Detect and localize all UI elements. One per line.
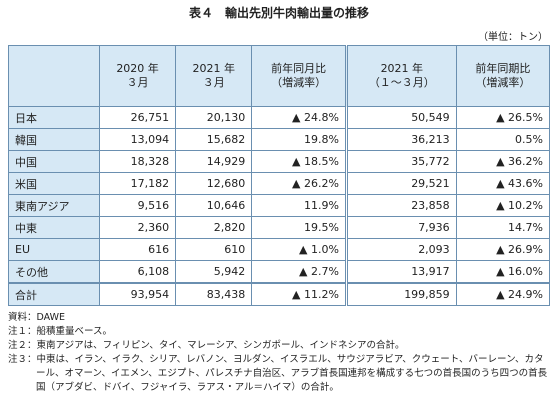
cell: 50,549 xyxy=(345,106,457,129)
cell: 20,130 xyxy=(175,106,253,129)
cell: 10,646 xyxy=(175,194,253,217)
unit: （単位：トン） xyxy=(478,32,548,43)
row-label: 合計 xyxy=(8,282,100,306)
cell: 2,820 xyxy=(175,216,253,239)
cell: 12,680 xyxy=(175,172,253,195)
table-row: 日本 26,751 20,130 ▲ 24.8% 50,549 ▲ 26.5% xyxy=(8,106,551,129)
cell: ▲ 2.7% xyxy=(251,260,348,284)
cell: 14.7% xyxy=(455,216,551,239)
cell: ▲ 26.5% xyxy=(455,106,551,129)
row-label: その他 xyxy=(8,260,100,284)
cell: 13,917 xyxy=(345,260,457,284)
column-header: 前年同月比 （増減率） xyxy=(251,45,348,107)
cell: 0.5% xyxy=(455,128,551,151)
row-label: 韓国 xyxy=(8,128,100,151)
row-label: 日本 xyxy=(8,106,100,129)
cell: ▲ 24.9% xyxy=(455,282,551,306)
table-row: EU 616 610 ▲ 1.0% 2,093 ▲ 26.9% xyxy=(8,238,551,261)
cell: ▲ 43.6% xyxy=(455,172,551,195)
table-row: 中東 2,360 2,820 19.5% 7,936 14.7% xyxy=(8,216,551,239)
row-label: 米国 xyxy=(8,172,100,195)
cell: 13,094 xyxy=(98,128,177,151)
table-row: 中国 18,328 14,929 ▲ 18.5% 35,772 ▲ 36.2% xyxy=(8,150,551,173)
notes: 資料：DAWE 注１：船積重量ベース。注２：東南アジアは、フィリピン、タイ、マレー… xyxy=(8,311,553,395)
row-label: 東南アジア xyxy=(8,194,100,217)
table-row: 米国 17,182 12,680 ▲ 26.2% 29,521 ▲ 43.6% xyxy=(8,172,551,195)
note: 注３：中東は、イラン、イラク、シリア、レバノン、ヨルダン、イスラエル、サウジアラ… xyxy=(8,354,548,393)
cell: ▲ 26.9% xyxy=(455,238,551,261)
row-label: EU xyxy=(8,238,100,261)
header-row: 2020 年 ３月 2021 年 ３月 前年同月比 （増減率） 2021 年 （１～３… xyxy=(8,45,551,107)
table-row: 合計 93,954 83,438 ▲ 11.2% 199,859 ▲ 24.9% xyxy=(8,282,551,306)
cell: ▲ 24.8% xyxy=(251,106,348,129)
cell: 610 xyxy=(175,238,253,261)
cell: 29,521 xyxy=(345,172,457,195)
cell: 2,093 xyxy=(345,238,457,261)
cell: 5,942 xyxy=(175,260,253,284)
cell: 93,954 xyxy=(98,282,177,306)
cell: 199,859 xyxy=(345,282,457,306)
table-row: 韓国 13,094 15,682 19.8% 36,213 0.5% xyxy=(8,128,551,151)
cell: ▲ 1.0% xyxy=(251,238,348,261)
corner-cell xyxy=(8,45,100,107)
cell: 616 xyxy=(98,238,177,261)
cell: 9,516 xyxy=(98,194,177,217)
cell: 6,108 xyxy=(98,260,177,284)
cell: 7,936 xyxy=(345,216,457,239)
table-row: 東南アジア 9,516 10,646 11.9% 23,858 ▲ 10.2% xyxy=(8,194,551,217)
cell: 18,328 xyxy=(98,150,177,173)
column-header: 2021 年 ３月 xyxy=(175,45,253,107)
title: 表４ 輸出先別牛肉輸出量の推移 xyxy=(188,6,369,20)
note: 資料：DAWE xyxy=(8,312,66,323)
cell: ▲ 18.5% xyxy=(251,150,348,173)
note: 注２：東南アジアは、フィリピン、タイ、マレーシア、シンガポール、インドネシアの合… xyxy=(8,340,405,351)
row-label: 中国 xyxy=(8,150,100,173)
column-header: 2020 年 ３月 xyxy=(98,45,177,107)
cell: 23,858 xyxy=(345,194,457,217)
cell: 2,360 xyxy=(98,216,177,239)
cell: ▲ 26.2% xyxy=(251,172,348,195)
row-label: 中東 xyxy=(8,216,100,239)
cell: 11.9% xyxy=(251,194,348,217)
column-header: 前年同期比 （増減率） xyxy=(455,45,551,107)
cell: ▲ 10.2% xyxy=(455,194,551,217)
cell: 35,772 xyxy=(345,150,457,173)
cell: 19.8% xyxy=(251,128,348,151)
cell: 26,751 xyxy=(98,106,177,129)
table: 2020 年 ３月 2021 年 ３月 前年同月比 （増減率） 2021 年 （１～３… xyxy=(8,45,551,306)
column-header: 2021 年 （１～３月） xyxy=(345,45,457,107)
cell: 14,929 xyxy=(175,150,253,173)
cell: ▲ 11.2% xyxy=(251,282,348,306)
table-row: その他 6,108 5,942 ▲ 2.7% 13,917 ▲ 16.0% xyxy=(8,260,551,284)
cell: 19.5% xyxy=(251,216,348,239)
cell: 17,182 xyxy=(98,172,177,195)
cell: 36,213 xyxy=(345,128,457,151)
note: 注１：船積重量ベース。 xyxy=(8,326,113,337)
cell: 15,682 xyxy=(175,128,253,151)
cell: ▲ 16.0% xyxy=(455,260,551,284)
cell: ▲ 36.2% xyxy=(455,150,551,173)
cell: 83,438 xyxy=(175,282,253,306)
